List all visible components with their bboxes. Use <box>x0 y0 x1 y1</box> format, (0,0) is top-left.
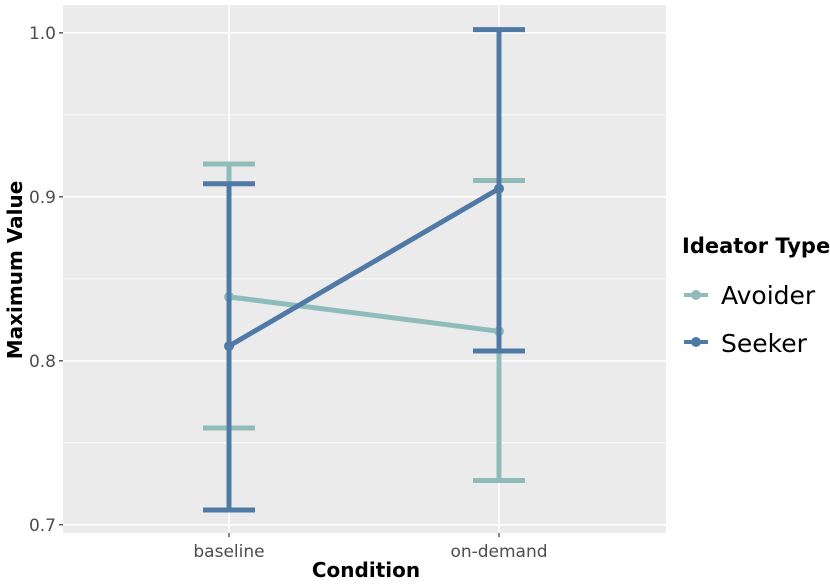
y-tick-label: 1.0 <box>29 24 56 44</box>
y-tick-label: 0.7 <box>29 516 56 536</box>
legend-title: Ideator Type <box>682 234 830 258</box>
series-line-avoider <box>228 294 500 334</box>
legend-label-seeker: Seeker <box>721 329 808 358</box>
legend-item-seeker: Seeker <box>684 329 808 358</box>
x-tick-label: on-demand <box>450 542 547 562</box>
data-point-seeker <box>494 183 504 194</box>
legend-label-avoider: Avoider <box>721 281 816 310</box>
y-tick-label: 0.9 <box>29 188 56 208</box>
y-axis-title: Maximum Value <box>3 181 27 360</box>
y-axis-ticks: 0.7 0.8 0.9 1.0 <box>29 24 63 536</box>
series-seeker <box>203 27 525 513</box>
data-point-seeker <box>224 341 234 352</box>
legend-item-avoider: Avoider <box>684 281 816 310</box>
legend: Ideator Type Avoider Seeker <box>682 234 830 358</box>
minor-gridlines <box>63 114 666 444</box>
legend-key-point-seeker <box>691 337 701 347</box>
x-tick-label: baseline <box>193 542 264 562</box>
series-line-seeker <box>227 186 501 349</box>
y-tick-label: 0.8 <box>29 352 56 372</box>
data-marks <box>203 27 525 513</box>
x-axis-title: Condition <box>312 558 420 582</box>
legend-key-point-avoider <box>691 290 701 300</box>
x-axis-ticks: baseline on-demand <box>193 533 548 562</box>
